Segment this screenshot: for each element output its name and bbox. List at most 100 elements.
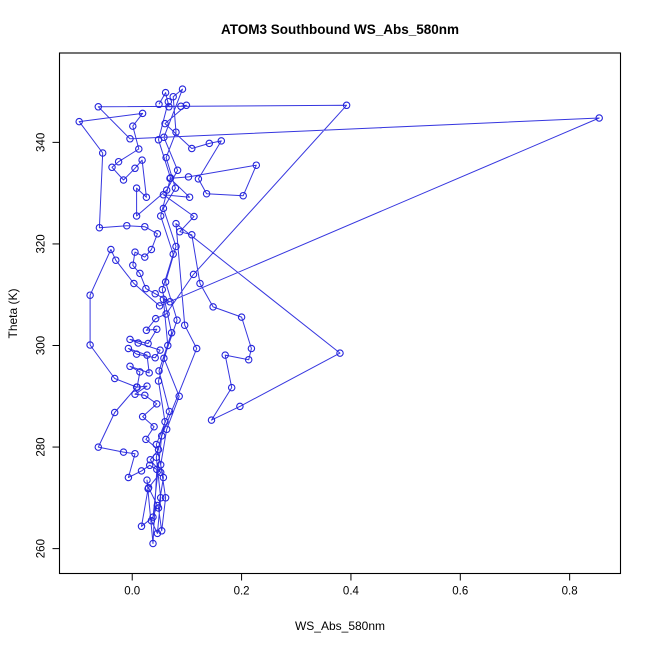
data-point — [114, 157, 123, 166]
data-point — [94, 443, 103, 451]
data-point — [221, 351, 229, 359]
data-point — [239, 191, 247, 200]
data-point — [172, 219, 180, 228]
data-point — [135, 145, 143, 153]
data-point — [161, 119, 169, 128]
data-point — [164, 97, 173, 106]
data-point — [147, 245, 156, 254]
x-axis-label: WS_Abs_580nm — [295, 619, 385, 633]
data-point — [167, 329, 176, 337]
y-axis-label: Theta (K) — [6, 288, 20, 338]
data-point — [137, 522, 146, 531]
data-point — [160, 354, 168, 362]
data-point — [119, 448, 128, 456]
data-point — [142, 193, 151, 201]
data-point — [142, 284, 150, 293]
data-point — [143, 351, 151, 359]
data-point — [157, 527, 166, 535]
data-point — [146, 456, 155, 464]
data-point — [162, 310, 170, 318]
data-point — [124, 344, 133, 353]
y-tick-label: 300 — [36, 336, 48, 355]
data-point — [161, 88, 170, 97]
data-point — [86, 291, 94, 299]
data-point — [145, 461, 154, 470]
data-point — [156, 212, 165, 220]
data-point — [202, 189, 211, 198]
data-point — [147, 516, 156, 525]
y-tick-label: 260 — [36, 539, 48, 558]
x-axis: 0.0 0.2 0.4 0.6 0.8 — [124, 573, 578, 598]
data-point — [138, 156, 146, 164]
data-point — [184, 173, 193, 181]
data-point — [86, 341, 94, 349]
data-point — [169, 250, 177, 258]
data-point — [151, 289, 159, 298]
data-point — [158, 285, 167, 294]
data-point — [142, 326, 151, 335]
data-point — [157, 432, 166, 440]
data-series — [75, 85, 603, 548]
data-point — [153, 230, 162, 238]
data-point — [131, 449, 139, 458]
data-point — [155, 100, 163, 109]
data-point — [173, 166, 182, 175]
data-point — [169, 92, 177, 101]
data-point — [123, 221, 131, 230]
data-point — [94, 103, 103, 111]
data-point — [244, 355, 253, 364]
data-point — [145, 369, 153, 377]
data-point — [129, 261, 137, 270]
data-point — [178, 85, 187, 93]
data-point — [172, 242, 180, 251]
data-point — [159, 473, 168, 482]
data-point — [136, 368, 144, 376]
data-point — [236, 402, 244, 411]
data-point — [180, 321, 189, 329]
data-point — [98, 149, 107, 157]
data-point — [108, 163, 116, 172]
plot-border — [58, 52, 622, 575]
data-point — [182, 101, 191, 110]
data-point — [152, 440, 161, 449]
data-point — [138, 109, 147, 118]
data-point — [237, 313, 246, 321]
data-point — [132, 212, 141, 220]
data-point — [190, 212, 198, 221]
data-point — [336, 349, 344, 357]
data-point — [153, 400, 161, 408]
x-tick-label: 0.0 — [124, 586, 140, 598]
data-point — [134, 339, 142, 347]
data-point — [143, 476, 151, 484]
data-point — [595, 114, 603, 122]
data-point — [209, 303, 217, 311]
data-point — [153, 325, 161, 333]
data-point — [142, 435, 150, 444]
data-point — [133, 383, 141, 391]
data-point — [171, 184, 180, 192]
data-point — [95, 223, 104, 232]
data-point — [162, 153, 170, 162]
data-point — [172, 128, 180, 136]
data-point — [161, 278, 170, 286]
data-point — [156, 461, 165, 469]
data-point — [177, 102, 185, 111]
data-point — [131, 390, 139, 398]
data-point — [110, 374, 119, 383]
data-point — [132, 350, 141, 358]
data-point — [136, 269, 144, 278]
data-point — [110, 408, 119, 417]
y-tick-label: 280 — [36, 437, 48, 456]
x-tick-label: 0.4 — [343, 586, 360, 598]
data-point — [141, 222, 149, 231]
data-point — [188, 144, 196, 153]
data-point — [192, 344, 201, 353]
data-point — [144, 483, 153, 492]
data-point — [150, 422, 158, 431]
data-point — [130, 279, 138, 288]
data-point — [155, 302, 164, 310]
data-point — [205, 139, 214, 148]
data-point — [131, 164, 139, 173]
data-point — [165, 407, 174, 416]
data-point — [124, 473, 133, 482]
